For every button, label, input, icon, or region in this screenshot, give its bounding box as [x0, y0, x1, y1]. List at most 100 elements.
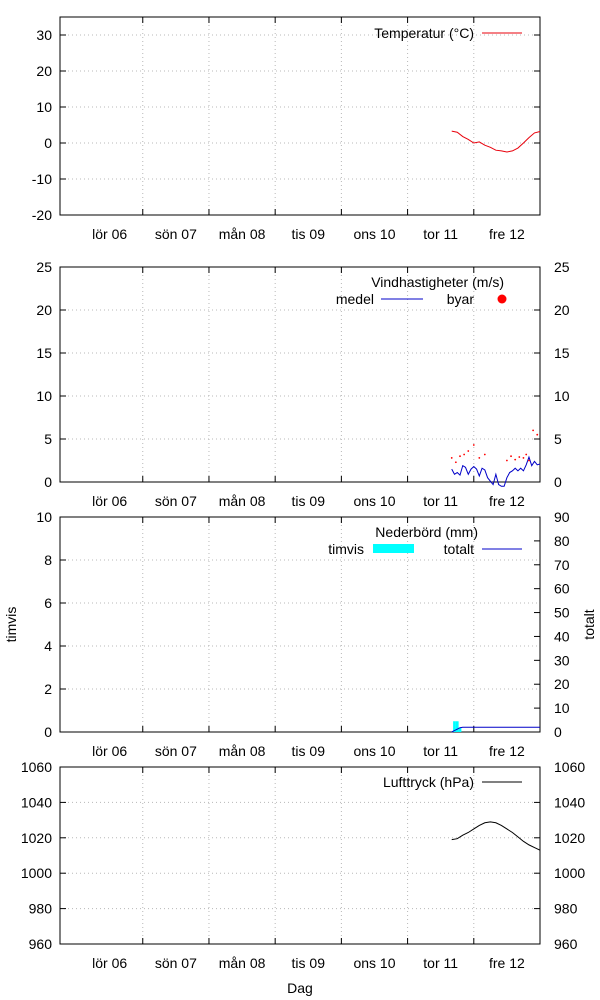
x-tick-label: mån 08 [219, 226, 266, 242]
data-point-byar [463, 453, 466, 456]
x-tick-label: mån 08 [219, 493, 266, 509]
x-tick-label: lör 06 [92, 493, 127, 509]
y-tick-label: 1040 [21, 794, 52, 810]
x-tick-label: tis 09 [292, 226, 326, 242]
y2-tick-label: 70 [554, 557, 570, 573]
x-tick-label: tor 11 [423, 226, 458, 242]
y-tick-label: 20 [36, 63, 52, 79]
series-line-medel [451, 455, 541, 487]
legend-label: byar [447, 291, 475, 307]
y-tick-label: 20 [36, 302, 52, 318]
y2-tick-label: 10 [554, 700, 570, 716]
y-tick-label: 10 [36, 99, 52, 115]
plot-frame [59, 766, 541, 945]
y2-tick-label: 15 [554, 345, 570, 361]
y-tick-label: 0 [44, 135, 52, 151]
y2-tick-label: 0 [554, 474, 562, 490]
plot-frame [59, 16, 541, 216]
x-tick-label: tor 11 [423, 493, 458, 509]
data-point-byar [454, 461, 457, 464]
chart-panel-temp: -20 -10 0 10 20 30 lör 06 sön 07 mån 08 tis 09 ons… [32, 16, 541, 242]
x-tick-label: fre 12 [489, 493, 525, 509]
data-point-byar [528, 459, 530, 462]
data-point-byar [536, 433, 539, 436]
data-point-byar [525, 453, 528, 456]
x-tick-label: sön 07 [155, 226, 197, 242]
y-tick-label: 15 [36, 345, 52, 361]
y2-tick-label: 25 [554, 259, 570, 275]
legend-label: medel [336, 291, 374, 307]
x-tick-label: tis 09 [292, 493, 326, 509]
data-point-byar [467, 450, 470, 452]
data-point-byar [522, 457, 525, 459]
series-line-temperature [451, 130, 541, 153]
y2-tick-label: 20 [554, 676, 570, 692]
y-tick-label: 5 [44, 431, 52, 447]
legend-title: Vindhastigheter (m/s) [371, 274, 504, 290]
x-tick-label: ons 10 [353, 493, 395, 509]
data-point-byar [459, 455, 461, 458]
bar-timvis [453, 721, 456, 732]
y2-tick-label: 960 [554, 936, 578, 952]
x-tick-label: tis 09 [292, 955, 326, 971]
data-point-byar [478, 457, 481, 459]
y-tick-label: 2 [44, 681, 52, 697]
chart-panel-pressure: 960 980 1000 1020 1040 1060 960 980 1000 1020 1040… [21, 759, 586, 971]
y2-tick-label: 1020 [554, 830, 585, 846]
y2-tick-label: 10 [554, 388, 570, 404]
y2-tick-label: 80 [554, 533, 570, 549]
y-tick-label: 4 [44, 638, 52, 654]
y2-tick-label: 50 [554, 605, 570, 621]
data-point-byar [532, 429, 535, 432]
y-tick-label: 8 [44, 552, 52, 568]
x-tick-label: tis 09 [292, 743, 326, 759]
bar-timvis [458, 727, 462, 732]
x-tick-label: fre 12 [489, 743, 525, 759]
y2-axis-label: totalt [581, 609, 597, 639]
y2-tick-label: 1040 [554, 794, 585, 810]
y2-tick-label: 60 [554, 581, 570, 597]
data-point-byar [518, 456, 521, 458]
data-point-byar [510, 455, 512, 458]
y2-tick-label: 1000 [554, 865, 585, 881]
y2-tick-label: 0 [554, 724, 562, 740]
x-tick-label: fre 12 [489, 955, 525, 971]
y-tick-label: 1020 [21, 830, 52, 846]
y-tick-label: 1060 [21, 759, 52, 775]
y2-tick-label: 5 [554, 431, 562, 447]
bar-timvis [455, 721, 459, 732]
legend-title: Nederbörd (mm) [375, 524, 478, 540]
legend-label: totalt [444, 541, 474, 557]
chart-panel-wind: 0 5 10 15 20 25 0 5 10 15 20 25 lör 06 sön 07 mån 08 ti… [36, 259, 569, 509]
y2-tick-label: 30 [554, 652, 570, 668]
x-tick-label: sön 07 [155, 493, 197, 509]
y2-tick-label: 20 [554, 302, 570, 318]
y2-tick-label: 1060 [554, 759, 585, 775]
y-tick-label: 30 [36, 27, 52, 43]
x-tick-label: lör 06 [92, 743, 127, 759]
x-tick-label: ons 10 [353, 226, 395, 242]
x-tick-label: mån 08 [219, 743, 266, 759]
x-axis-label: Dag [287, 980, 313, 996]
x-tick-label: ons 10 [353, 743, 395, 759]
y-tick-label: 25 [36, 259, 52, 275]
y-tick-label: 980 [29, 901, 53, 917]
chart-panel-precip: 0 2 4 6 8 10 0 10 20 30 40 50 60 70 80 90 lör 06 sön 07 må… [3, 509, 597, 759]
y-tick-label: -20 [32, 207, 52, 223]
x-tick-label: lör 06 [92, 955, 127, 971]
x-tick-label: fre 12 [489, 226, 525, 242]
x-tick-label: lör 06 [92, 226, 127, 242]
y-tick-label: 1000 [21, 865, 52, 881]
y-tick-label: 0 [44, 474, 52, 490]
y2-tick-label: 90 [554, 509, 570, 525]
plot-frame [59, 266, 541, 483]
plot-frame [59, 516, 541, 733]
x-tick-label: sön 07 [155, 743, 197, 759]
legend-swatch [373, 544, 414, 553]
y-axis-label: timvis [3, 607, 19, 643]
y-tick-label: 10 [36, 509, 52, 525]
data-point-byar [514, 458, 517, 461]
y-tick-label: 10 [36, 388, 52, 404]
legend-label: Temperatur (°C) [374, 25, 474, 41]
